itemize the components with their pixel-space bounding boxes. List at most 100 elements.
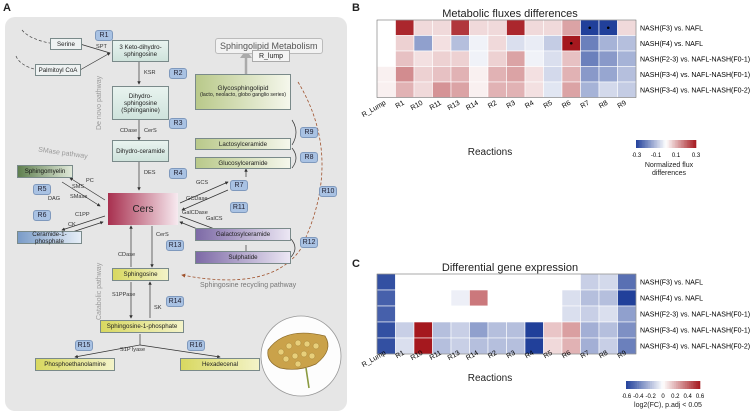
glyco-sublabel: (lacto, neolacto, globo ganglio series) [200, 92, 286, 98]
flux-legend-colorbar-segment [675, 140, 677, 148]
reaction-badge-r2: R2 [169, 68, 187, 79]
panel-a-letter: A [3, 2, 11, 14]
gene-legend-colorbar-segment [655, 381, 658, 389]
flux-cell-r2-c9 [543, 50, 563, 67]
metabolite-pc: PC [86, 178, 94, 184]
gene-legend-colorbar-segment [646, 381, 649, 389]
flux-cell-r1-c6 [487, 35, 507, 52]
reaction-badge-r6: R6 [33, 210, 51, 221]
enzyme-s1p-lyase: S1P lyase [120, 347, 146, 353]
gene-row-label: NASH(F2-3) vs. NAFL-NASH(F0-1) [640, 312, 750, 319]
enzyme-gcs: GCS [196, 180, 209, 186]
gene-legend-colorbar-segment [626, 381, 629, 389]
flux-cell-r0-c7 [506, 19, 526, 36]
node-sphingomyelin: Sphingomyelin [17, 165, 73, 178]
flux-column-label: R1 [394, 100, 405, 111]
enzyme-smase: SMase [70, 194, 88, 200]
node-dihydrosphingosine: Dihydro-sphingosine (Sphinganine) [112, 86, 169, 120]
enzyme-ksr: KSR [144, 70, 156, 76]
gene-cell-r2-c9 [543, 305, 563, 323]
gene-cell-r3-c1 [395, 321, 415, 339]
flux-legend-colorbar: -0.3 -0.1 0.1 0.3 [632, 140, 701, 159]
gene-cell-r3-c7 [506, 321, 526, 339]
flux-legend-colorbar-segment [669, 140, 671, 148]
gene-heatmap-xlabel: Reactions [467, 373, 513, 384]
gene-cell-r3-c11 [580, 321, 600, 339]
flux-legend-colorbar-segment [642, 140, 644, 148]
flux-legend-colorbar-segment [636, 140, 638, 148]
gene-legend-colorbar-segment [685, 381, 688, 389]
gene-cell-r1-c13 [617, 289, 637, 307]
gene-legend-colorbar-segment [696, 381, 699, 389]
flux-column-label: R11 [429, 100, 443, 112]
gene-cell-r2-c11 [580, 305, 600, 323]
flux-legend-colorbar-segment [679, 140, 682, 148]
flux-cell-r4-c8 [524, 81, 544, 98]
flux-cell-r0-c6 [487, 19, 507, 36]
gene-cell-r1-c2 [413, 289, 433, 307]
gene-cell-r3-c4 [450, 321, 470, 339]
node-hexadecenal: Hexadecenal [180, 358, 260, 371]
gene-cell-r2-c4 [450, 305, 470, 323]
reaction-badge-r5: R5 [33, 184, 51, 195]
gene-legend-colorbar-segment [683, 381, 686, 389]
node-dihydroceramide: Dihydro-ceramide [112, 140, 169, 162]
flux-cell-r3-c12 [598, 66, 618, 83]
gene-cell-r3-c3 [432, 321, 452, 339]
flux-legend-colorbar-segment [682, 140, 685, 148]
flux-cell-r2-c7 [506, 50, 526, 67]
flux-cell-r4-c7 [506, 81, 526, 98]
flux-column-label: R9 [616, 100, 627, 111]
gene-legend-colorbar-segment [670, 381, 673, 389]
flux-cell-r3-c6 [487, 66, 507, 83]
gene-cell-r0-c9 [543, 273, 563, 291]
flux-legend-colorbar-segment [670, 140, 673, 148]
node-glycosphingolipid: Glycosphingolipid (lacto, neolacto, glob… [195, 74, 291, 110]
gene-cell-r1-c8 [524, 289, 544, 307]
reaction-badge-r9: R9 [300, 127, 318, 138]
gene-legend-colorbar-segment [635, 381, 638, 389]
flux-legend-colorbar-segment [637, 140, 640, 148]
gene-cell-r3-c13 [617, 321, 637, 339]
flux-column-label: R_Lump [361, 100, 388, 119]
flux-legend-colorbar-segment [663, 140, 665, 148]
gene-legend-colorbar-segment [637, 381, 640, 389]
gene-column-label: R3 [505, 350, 516, 361]
gene-column-label: R4 [524, 350, 535, 361]
flux-row-label: NASH(F2-3) vs. NAFL-NASH(F0-1) [640, 56, 750, 63]
flux-legend-colorbar-segment [673, 140, 676, 148]
gene-legend-colorbar-segment [638, 381, 642, 389]
flux-cell-r0-c3 [432, 19, 452, 36]
flux-legend-colorbar-segment [646, 140, 649, 148]
flux-cell-r2-c6 [487, 50, 507, 67]
gene-cell-r0-c3 [432, 273, 452, 291]
flux-legend-title: Normalized flux differences [644, 162, 694, 177]
flux-significance-mark [588, 26, 592, 30]
gene-cell-r0-c2 [413, 273, 433, 291]
flux-column-label: R10 [410, 100, 425, 113]
flux-legend-colorbar-segment [681, 140, 683, 148]
reaction-badge-r15: R15 [75, 340, 93, 351]
flux-heatmap-title: Metabolic fluxes differences [442, 8, 578, 20]
gene-cell-r1-c0 [376, 289, 396, 307]
gene-cell-r2-c0 [376, 305, 396, 323]
gene-legend-colorbar-segment [666, 381, 669, 389]
gene-legend-colorbar-segment [659, 381, 662, 389]
node-phosphoethanolamine: Phosphoethanolamine [35, 358, 115, 371]
flux-cell-r1-c3 [432, 35, 452, 52]
gene-cell-r1-c5 [469, 289, 489, 307]
reaction-badge-r8: R8 [300, 152, 318, 163]
gene-column-label: R9 [616, 350, 627, 361]
flux-cell-r4-c2 [413, 81, 433, 98]
flux-cell-r1-c11 [580, 35, 600, 52]
flux-cell-r3-c3 [432, 66, 452, 83]
flux-cell-r4-c10 [561, 81, 581, 98]
flux-cell-r4-c11 [580, 81, 600, 98]
flux-cell-r4-c5 [469, 81, 489, 98]
enzyme-des: DES [144, 170, 156, 176]
gene-row-label: NASH(F4) vs. NAFL [640, 296, 703, 303]
node-palmitoyl-coa: Palmitoyl CoA [35, 64, 81, 76]
flux-legend-colorbar-segment [694, 140, 697, 148]
gene-legend-colorbar-segment [640, 381, 643, 389]
node-sphingosine: Sphingosine [112, 268, 169, 281]
